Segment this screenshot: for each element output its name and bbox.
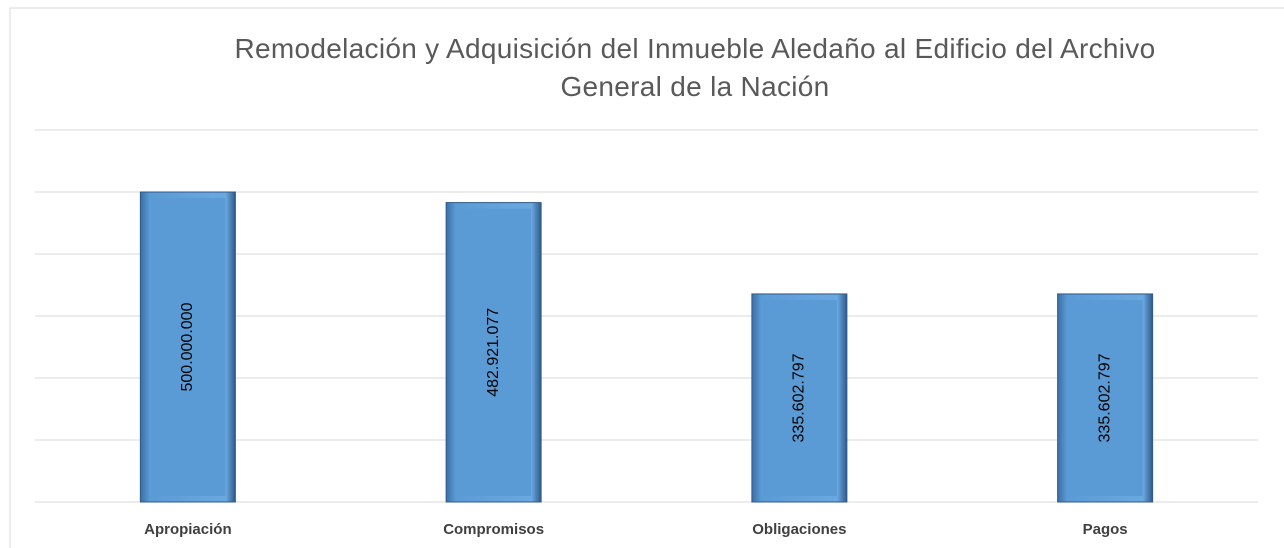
bar-bevel [456,208,532,496]
value-label: 335.602.797 [791,353,808,442]
bar-bevel [150,198,226,496]
x-tick-label: Obligaciones [752,521,846,538]
value-label: 335.602.797 [1096,353,1113,442]
value-label: 482.921.077 [485,308,502,397]
chart-frame [9,7,1284,548]
x-tick-label: Pagos [1083,521,1128,538]
value-label: 500.000.000 [179,302,196,391]
x-tick-label: Apropiación [144,521,232,538]
x-tick-label: Compromisos [443,521,544,538]
chart-title: Remodelación y Adquisición del Inmueble … [234,33,1156,102]
bar-bevel [761,299,837,496]
bar-bevel [1067,299,1143,496]
